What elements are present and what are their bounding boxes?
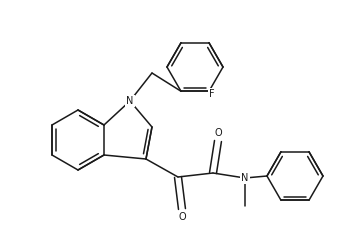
Text: O: O [214,128,222,138]
Text: N: N [241,173,248,183]
Text: O: O [178,212,186,222]
Text: N: N [126,96,134,106]
Text: F: F [209,89,215,99]
